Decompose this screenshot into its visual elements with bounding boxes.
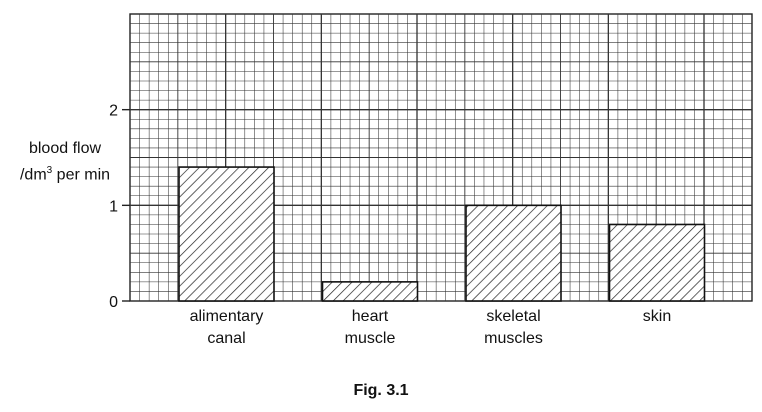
bars <box>178 166 706 302</box>
bar <box>608 223 706 302</box>
bar <box>465 204 562 302</box>
category-label: canal <box>207 330 245 347</box>
category-labels: alimentary canal heart muscle skeletal muscle… <box>190 308 672 347</box>
y-axis-label-exponent: 3 <box>46 165 53 176</box>
y-axis: 0 1 2 <box>109 103 130 311</box>
y-tick-label: 2 <box>109 103 118 120</box>
category-label: alimentary <box>190 308 264 325</box>
y-tick-label: 0 <box>109 294 118 311</box>
y-axis-label: blood flow /dm3 per min <box>6 138 124 186</box>
category-label: heart <box>352 308 389 325</box>
y-axis-label-line1: blood flow <box>28 140 102 157</box>
category-label: muscles <box>484 330 543 347</box>
y-axis-label-rate: per min <box>52 166 111 184</box>
category-label: muscle <box>345 330 396 347</box>
bar <box>178 166 275 302</box>
y-axis-label-line2: /dm3 per min <box>6 160 124 186</box>
bar <box>321 281 419 302</box>
y-axis-label-unit: /dm <box>19 166 47 184</box>
figure-caption: Fig. 3.1 <box>353 382 409 399</box>
category-label: skin <box>643 308 671 325</box>
y-tick-label: 1 <box>109 198 118 215</box>
category-label: skeletal <box>486 308 540 325</box>
